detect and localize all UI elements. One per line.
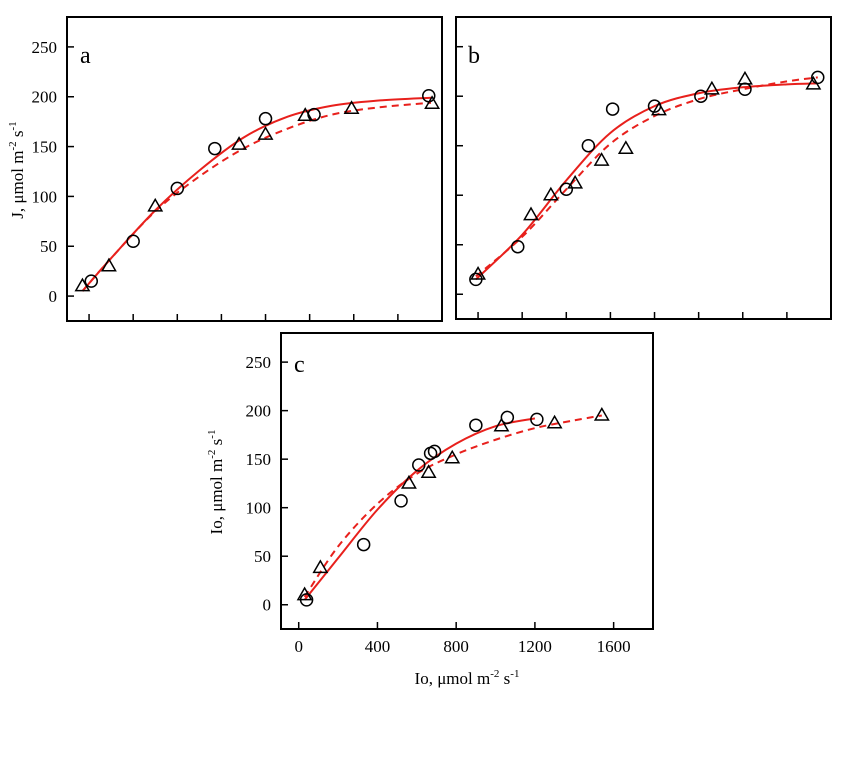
triangle-marker bbox=[420, 464, 437, 479]
panel-b: b bbox=[455, 16, 832, 320]
panel-a-points bbox=[74, 88, 441, 292]
y-tick-label: 100 bbox=[246, 499, 272, 518]
triangle-marker bbox=[312, 559, 329, 574]
panel-b-ticks bbox=[456, 45, 788, 319]
y-tick-label: 50 bbox=[254, 547, 271, 566]
triangle-marker bbox=[703, 80, 720, 95]
circle-marker bbox=[412, 458, 426, 472]
triangle-marker bbox=[493, 417, 510, 432]
circle-marker bbox=[694, 89, 708, 103]
fit-line-dashed bbox=[303, 414, 602, 598]
circle-marker bbox=[530, 412, 544, 427]
panel-c-x-axis-title: Io, μmol m-2 s-1 bbox=[415, 668, 520, 688]
y-tick-label: 50 bbox=[40, 237, 57, 256]
panel-b-frame bbox=[455, 16, 832, 320]
triangle-marker bbox=[542, 186, 559, 201]
fit-line-solid bbox=[303, 417, 536, 601]
triangle-marker bbox=[546, 414, 563, 429]
y-tick-label: 150 bbox=[246, 450, 272, 469]
x-tick-label: 0 bbox=[294, 637, 303, 656]
y-tick-label: 250 bbox=[246, 353, 272, 372]
triangle-marker bbox=[257, 126, 274, 140]
x-tick-label: 400 bbox=[365, 637, 391, 656]
triangle-marker bbox=[343, 100, 360, 114]
fit-line-dashed bbox=[475, 76, 818, 278]
triangle-marker bbox=[424, 95, 441, 110]
panel-c-y-tick-labels: 0 50 100 150 200 250 bbox=[246, 353, 272, 615]
circle-marker bbox=[84, 274, 99, 288]
triangle-marker bbox=[147, 197, 164, 212]
panel-c-points bbox=[296, 406, 610, 607]
panel-c: 0 50 100 150 200 250 0 400 800 1200 1600 c Io, μm… bbox=[206, 332, 654, 688]
triangle-marker bbox=[805, 75, 822, 90]
panel-c-y-axis-title: Io, μmol m-2 s-1 bbox=[206, 430, 226, 535]
triangle-marker bbox=[650, 101, 667, 116]
triangle-marker bbox=[470, 265, 487, 280]
circle-marker bbox=[356, 537, 371, 552]
panel-a-y-tick-labels: 0 50 100 150 200 250 bbox=[32, 38, 58, 306]
circle-marker bbox=[208, 141, 222, 156]
circle-marker bbox=[394, 494, 408, 508]
panel-a-y-axis-title: J, μmol m-2 s-1 bbox=[7, 121, 27, 218]
panel-c-letter: c bbox=[294, 352, 305, 378]
y-tick-label: 200 bbox=[246, 402, 272, 421]
panel-c-x-tick-labels: 0 400 800 1200 1600 bbox=[294, 637, 630, 656]
circle-marker bbox=[422, 88, 436, 103]
triangle-marker bbox=[100, 257, 117, 272]
y-tick-label: 100 bbox=[32, 187, 58, 206]
triangle-marker bbox=[593, 152, 610, 166]
circle-marker bbox=[581, 138, 596, 153]
triangle-marker bbox=[297, 107, 314, 121]
panel-c-fit-lines bbox=[303, 414, 602, 601]
panel-b-fit-lines bbox=[475, 76, 818, 281]
circle-marker bbox=[469, 418, 483, 432]
circle-marker bbox=[126, 234, 140, 249]
panel-a-letter: a bbox=[80, 43, 91, 69]
y-tick-label: 250 bbox=[32, 38, 58, 57]
circle-marker bbox=[811, 70, 825, 85]
x-tick-label: 1200 bbox=[518, 637, 552, 656]
y-tick-label: 200 bbox=[32, 88, 58, 107]
x-tick-label: 800 bbox=[443, 637, 469, 656]
panel-a-frame bbox=[66, 16, 443, 322]
panel-b-letter: b bbox=[468, 43, 480, 69]
circle-marker bbox=[605, 102, 620, 116]
panel-a: 0 50 100 150 200 250 a J, μmol m-2 s-1 bbox=[7, 16, 443, 322]
y-tick-label: 0 bbox=[263, 596, 272, 615]
fit-line-solid bbox=[475, 82, 818, 281]
panel-a-ticks bbox=[67, 46, 399, 321]
circle-marker bbox=[559, 182, 574, 197]
circle-marker bbox=[258, 111, 273, 126]
y-tick-label: 0 bbox=[49, 287, 58, 306]
panel-b-points bbox=[469, 70, 825, 287]
y-tick-label: 150 bbox=[32, 138, 58, 157]
circle-marker bbox=[170, 181, 185, 196]
panel-c-ticks bbox=[281, 361, 615, 629]
fit-line-solid bbox=[81, 96, 432, 292]
triangle-marker bbox=[567, 174, 584, 189]
triangle-marker bbox=[444, 449, 461, 464]
x-tick-label: 1600 bbox=[597, 637, 631, 656]
triangle-marker bbox=[617, 140, 634, 154]
circle-marker bbox=[500, 410, 515, 425]
triangle-marker bbox=[737, 70, 753, 85]
triangle-marker bbox=[523, 206, 539, 221]
panel-c-frame bbox=[280, 332, 654, 630]
circle-marker bbox=[511, 239, 525, 254]
triangle-marker bbox=[74, 277, 91, 292]
triangle-marker bbox=[231, 136, 248, 150]
triangle-marker bbox=[296, 586, 313, 601]
circle-marker bbox=[427, 444, 442, 459]
panel-a-fit-lines bbox=[81, 96, 432, 292]
triangle-marker bbox=[593, 406, 610, 421]
triangle-marker bbox=[400, 474, 417, 489]
